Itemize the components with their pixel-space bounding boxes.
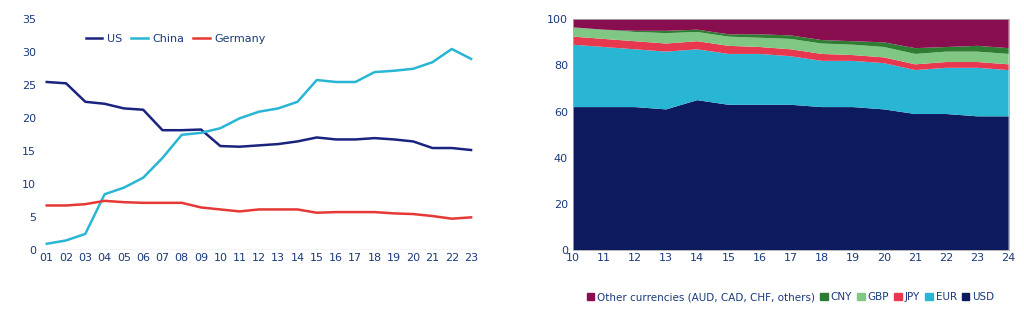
US [233,145,246,149]
Germany [195,205,207,209]
Germany [214,207,226,211]
US [41,80,53,84]
US [388,137,400,141]
China [137,176,150,180]
US [175,128,187,132]
US [79,100,91,104]
Germany [292,207,304,211]
Germany [310,211,323,215]
US [195,128,207,132]
Germany [59,204,72,207]
US [214,144,226,148]
China [445,47,458,51]
US [349,137,361,141]
US [369,136,381,140]
China [408,67,420,71]
US [137,108,150,112]
US [253,143,265,147]
China [233,117,246,120]
China [98,192,111,196]
US [330,137,342,141]
China [388,69,400,73]
China [195,131,207,135]
China [465,57,477,61]
Line: US: US [47,82,471,150]
Germany [233,210,246,213]
Germany [426,214,438,218]
Germany [98,199,111,203]
China [330,80,342,84]
Germany [330,210,342,214]
Germany [388,212,400,215]
US [310,135,323,139]
Germany [175,201,187,205]
Germany [118,200,130,204]
US [408,140,420,143]
Germany [369,210,381,214]
Germany [408,212,420,216]
China [118,186,130,190]
China [292,100,304,104]
Germany [157,201,169,205]
Germany [79,202,91,206]
US [157,128,169,132]
Germany [137,201,150,205]
China [214,126,226,130]
US [272,142,285,146]
China [157,156,169,160]
China [41,242,53,246]
Line: China: China [47,49,471,244]
Legend: Other currencies (AUD, CAD, CHF, others), CNY, GBP, JPY, EUR, USD: Other currencies (AUD, CAD, CHF, others)… [583,288,998,306]
US [465,148,477,152]
China [349,80,361,84]
Legend: US, China, Germany: US, China, Germany [81,30,270,48]
China [175,133,187,137]
China [79,232,91,236]
China [253,110,265,114]
China [272,107,285,110]
China [59,239,72,242]
US [118,107,130,110]
US [59,82,72,85]
US [426,146,438,150]
Germany [465,215,477,219]
US [292,140,304,143]
China [310,78,323,82]
Germany [253,207,265,211]
China [426,60,438,64]
Line: Germany: Germany [47,201,471,219]
China [369,70,381,74]
Germany [349,210,361,214]
US [98,102,111,106]
Germany [445,217,458,221]
Germany [41,204,53,207]
Germany [272,207,285,211]
US [445,146,458,150]
